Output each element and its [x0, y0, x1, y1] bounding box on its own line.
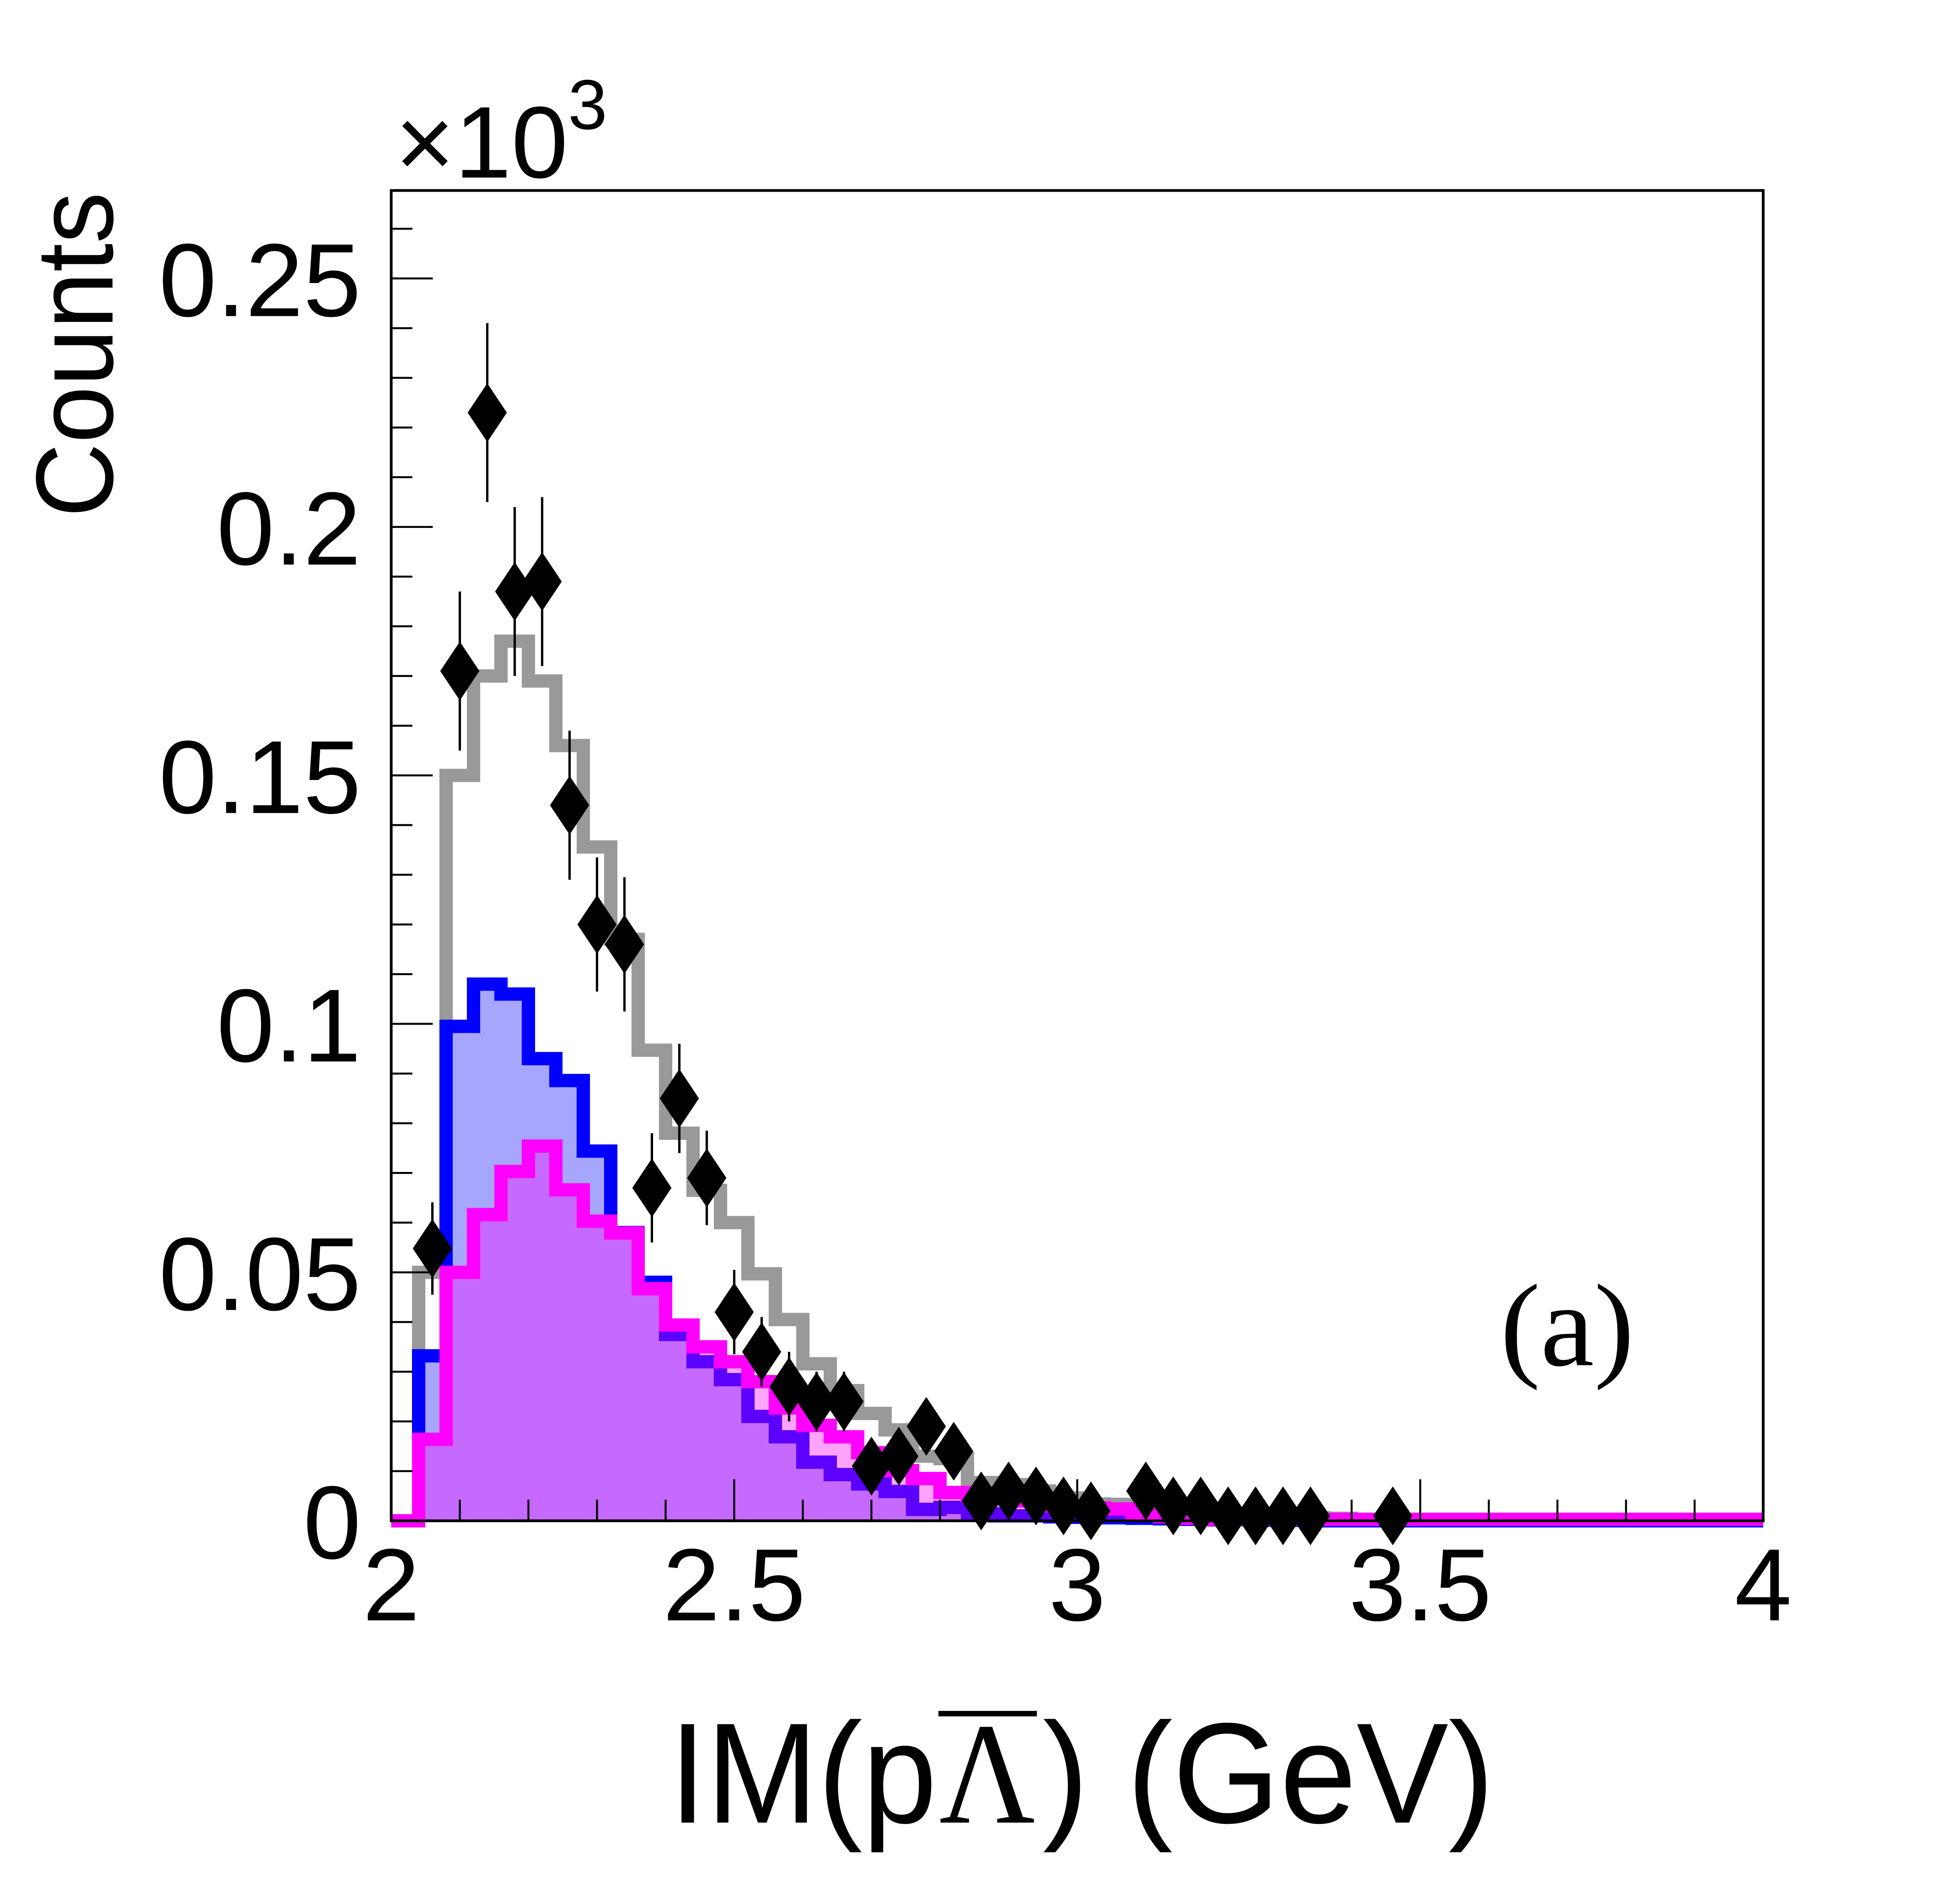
y-multiplier: ×103 [395, 65, 607, 200]
y-multiplier-exponent: 3 [568, 65, 607, 144]
diamond-marker [879, 1427, 918, 1486]
x-axis-label: IM(p Λ ) (GeV) [669, 1694, 1494, 1854]
diamond-marker [495, 562, 534, 621]
y-axis-label: Counts [14, 192, 136, 517]
x-axis-ticks: 2 2.5 3 3.5 4 [363, 1479, 1792, 1642]
data-point [1373, 1486, 1412, 1545]
diamond-marker [715, 1282, 754, 1342]
diamond-marker [687, 1148, 726, 1208]
panel-label: (a) [1500, 1261, 1634, 1391]
diamond-marker [605, 915, 644, 974]
data-point [797, 1371, 836, 1431]
diamond-marker [852, 1437, 891, 1496]
y-tick-label: 0.25 [159, 222, 361, 338]
x-tick-label: 3.5 [1349, 1527, 1492, 1642]
y-tick-label: 0.1 [217, 968, 361, 1084]
y-tick-label: 0 [303, 1465, 361, 1581]
data-point [440, 591, 479, 751]
data-point [824, 1371, 864, 1431]
data-point [660, 1043, 699, 1153]
diamond-marker [440, 641, 479, 700]
data-point [632, 1133, 671, 1243]
data-point [715, 1270, 754, 1355]
diamond-marker [1209, 1486, 1248, 1545]
data-point [907, 1397, 946, 1456]
y-axis-ticks: 0 0.05 0.1 0.15 0.2 0.25 [159, 222, 433, 1581]
x-axis-label-part1: IM(p [669, 1694, 937, 1854]
x-tick-label: 4 [1735, 1527, 1792, 1642]
x-tick-label: 2.5 [663, 1527, 806, 1642]
data-point [605, 877, 644, 1012]
data-point [742, 1317, 781, 1387]
data-point [577, 857, 617, 992]
data-point [962, 1471, 1001, 1531]
x-tick-label: 3 [1049, 1527, 1106, 1642]
antiparticle-overline [938, 1711, 1037, 1716]
data-points [413, 323, 1412, 1545]
diamond-marker [523, 552, 562, 611]
data-point [495, 507, 534, 676]
diamond-marker [1016, 1466, 1056, 1526]
y-tick-label: 0.05 [159, 1216, 361, 1332]
data-point [550, 731, 589, 880]
diamond-marker [468, 383, 507, 442]
data-point [852, 1437, 891, 1496]
data-point [1236, 1486, 1275, 1545]
data-point [1071, 1481, 1111, 1540]
y-tick-label: 0.15 [159, 719, 361, 835]
diamond-marker [907, 1397, 946, 1456]
diamond-marker [934, 1422, 973, 1481]
y-multiplier-base: ×10 [395, 86, 568, 200]
diamond-marker [797, 1372, 836, 1431]
diamond-marker [742, 1322, 781, 1381]
data-point [413, 1202, 452, 1295]
data-point [1291, 1486, 1330, 1545]
data-point [1016, 1466, 1056, 1526]
data-point [934, 1422, 973, 1481]
series-magenta-fill [391, 1146, 1763, 1521]
diamond-marker [660, 1069, 699, 1128]
diamond-marker [962, 1471, 1001, 1531]
data-point [523, 497, 562, 666]
diamond-marker [550, 776, 589, 835]
data-point [468, 323, 507, 502]
data-point [687, 1130, 726, 1225]
x-axis-label-part2: ) (GeV) [1043, 1694, 1494, 1854]
diamond-marker [989, 1461, 1028, 1520]
diamond-marker [577, 895, 617, 954]
diamond-marker [824, 1372, 864, 1431]
axes: 2 2.5 3 3.5 4 0 0.05 0.1 0.15 0.2 0.25 [159, 189, 1792, 1642]
x-axis-label-lambda: Λ [939, 1694, 1035, 1854]
diamond-marker [1373, 1486, 1412, 1545]
data-point [1209, 1486, 1248, 1545]
diamond-marker [1291, 1486, 1330, 1545]
y-tick-label: 0.2 [217, 471, 361, 587]
x-tick-label: 2 [363, 1527, 420, 1642]
diamond-marker [1236, 1486, 1275, 1545]
diamond-marker [632, 1158, 671, 1217]
diamond-marker [1071, 1481, 1111, 1540]
data-point [879, 1427, 918, 1486]
diamond-marker [413, 1219, 452, 1278]
series-blue-fill [391, 984, 1763, 1521]
